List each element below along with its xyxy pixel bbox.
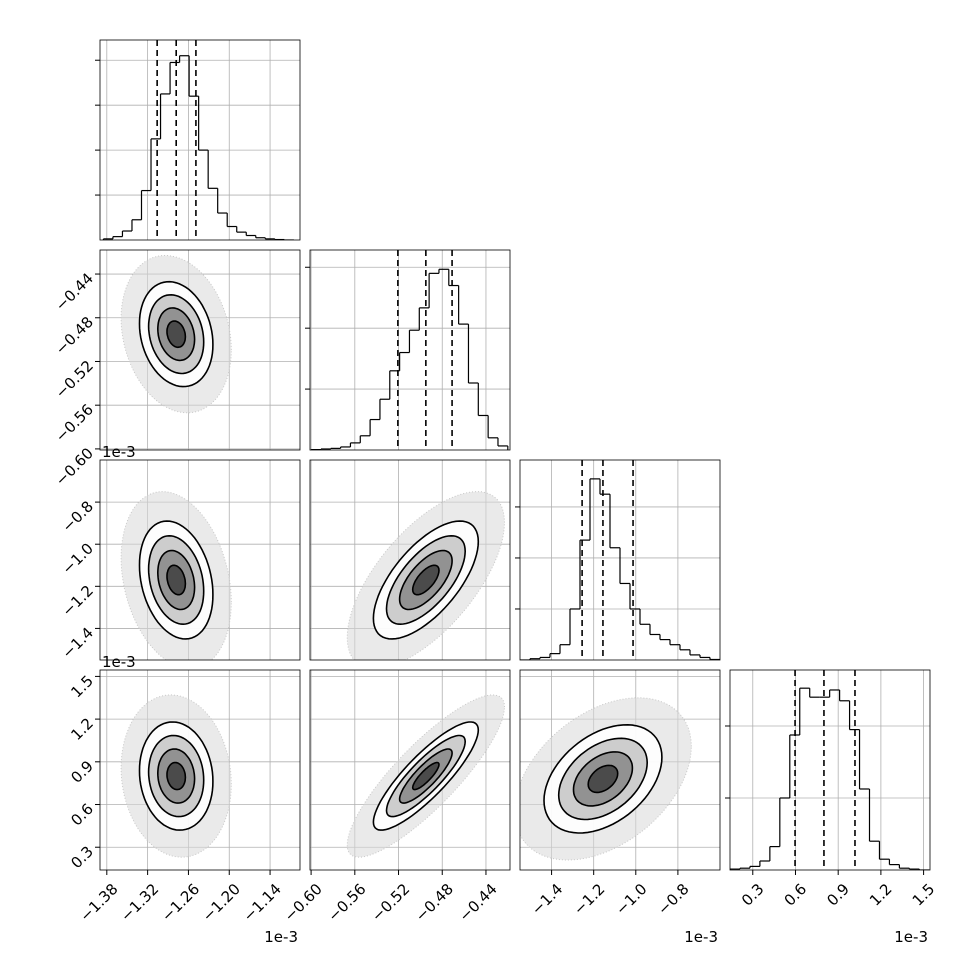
x-tick-label: −0.44 — [455, 880, 500, 925]
x-tick-label: 0.6 — [781, 880, 811, 910]
x-tick-label: −0.60 — [281, 880, 326, 925]
axes-frame — [99, 459, 301, 661]
y-tick-label: −1.2 — [59, 582, 97, 620]
x-tick-label: −0.52 — [368, 880, 413, 925]
axes-frame — [309, 249, 511, 451]
axes-frame — [729, 669, 931, 871]
x-offset-label: 1e-3 — [264, 928, 298, 946]
hist-panel — [310, 250, 510, 450]
y-tick-label: −0.44 — [52, 269, 97, 314]
contour — [166, 761, 187, 791]
contour — [411, 761, 440, 791]
x-tick-label: 0.3 — [738, 880, 768, 910]
y-tick-label: −0.60 — [52, 444, 97, 489]
x-tick-label: −1.38 — [76, 880, 121, 925]
y-tick-label: 0.3 — [67, 843, 97, 873]
scatter-panel — [100, 460, 300, 660]
scatter-panel — [310, 460, 510, 660]
x-tick-label: −1.4 — [528, 880, 566, 918]
y-tick-label: −0.48 — [52, 313, 97, 358]
scatter-panel — [520, 670, 720, 870]
hist-panel — [100, 40, 300, 240]
y-tick-label: −1.4 — [59, 624, 97, 662]
x-tick-label: −1.2 — [570, 880, 608, 918]
x-tick-label: −1.32 — [117, 880, 162, 925]
y-tick-label: −0.52 — [52, 357, 97, 402]
x-tick-label: −1.26 — [158, 880, 203, 925]
hist-panel — [520, 460, 720, 660]
x-offset-label: 1e-3 — [684, 928, 718, 946]
x-tick-label: 1.5 — [909, 880, 939, 910]
contour — [166, 320, 187, 349]
contour — [587, 764, 619, 794]
x-tick-label: −1.20 — [199, 880, 244, 925]
x-tick-label: −0.56 — [324, 880, 369, 925]
x-tick-label: −1.14 — [240, 880, 285, 925]
hist-panel — [730, 670, 930, 870]
y-tick-label: 1.5 — [67, 672, 97, 702]
y-offset-label: 1e-3 — [102, 653, 136, 671]
contour — [411, 564, 440, 596]
y-tick-label: 0.9 — [67, 757, 97, 787]
axes-frame — [99, 39, 301, 241]
axes-frame — [519, 459, 721, 661]
x-tick-label: −0.8 — [654, 880, 692, 918]
scatter-panel — [310, 670, 510, 870]
axes-frame — [519, 669, 721, 871]
axes-frame — [99, 249, 301, 451]
y-tick-label: −0.56 — [52, 400, 97, 445]
axes-frame — [99, 669, 301, 871]
axes-frame — [309, 669, 511, 871]
x-tick-label: 1.2 — [866, 880, 896, 910]
x-offset-label: 1e-3 — [894, 928, 928, 946]
x-tick-label: −1.0 — [612, 880, 650, 918]
x-tick-label: 0.9 — [823, 880, 853, 910]
y-tick-label: 0.6 — [67, 800, 97, 830]
contour — [166, 564, 187, 596]
y-offset-label: 1e-3 — [102, 443, 136, 461]
x-tick-label: −0.48 — [412, 880, 457, 925]
y-tick-label: −1.0 — [59, 539, 97, 577]
y-tick-label: 1.2 — [67, 714, 97, 744]
scatter-panel — [100, 670, 300, 870]
axes-frame — [309, 459, 511, 661]
y-tick-label: −0.8 — [59, 497, 97, 535]
scatter-panel — [100, 250, 300, 450]
